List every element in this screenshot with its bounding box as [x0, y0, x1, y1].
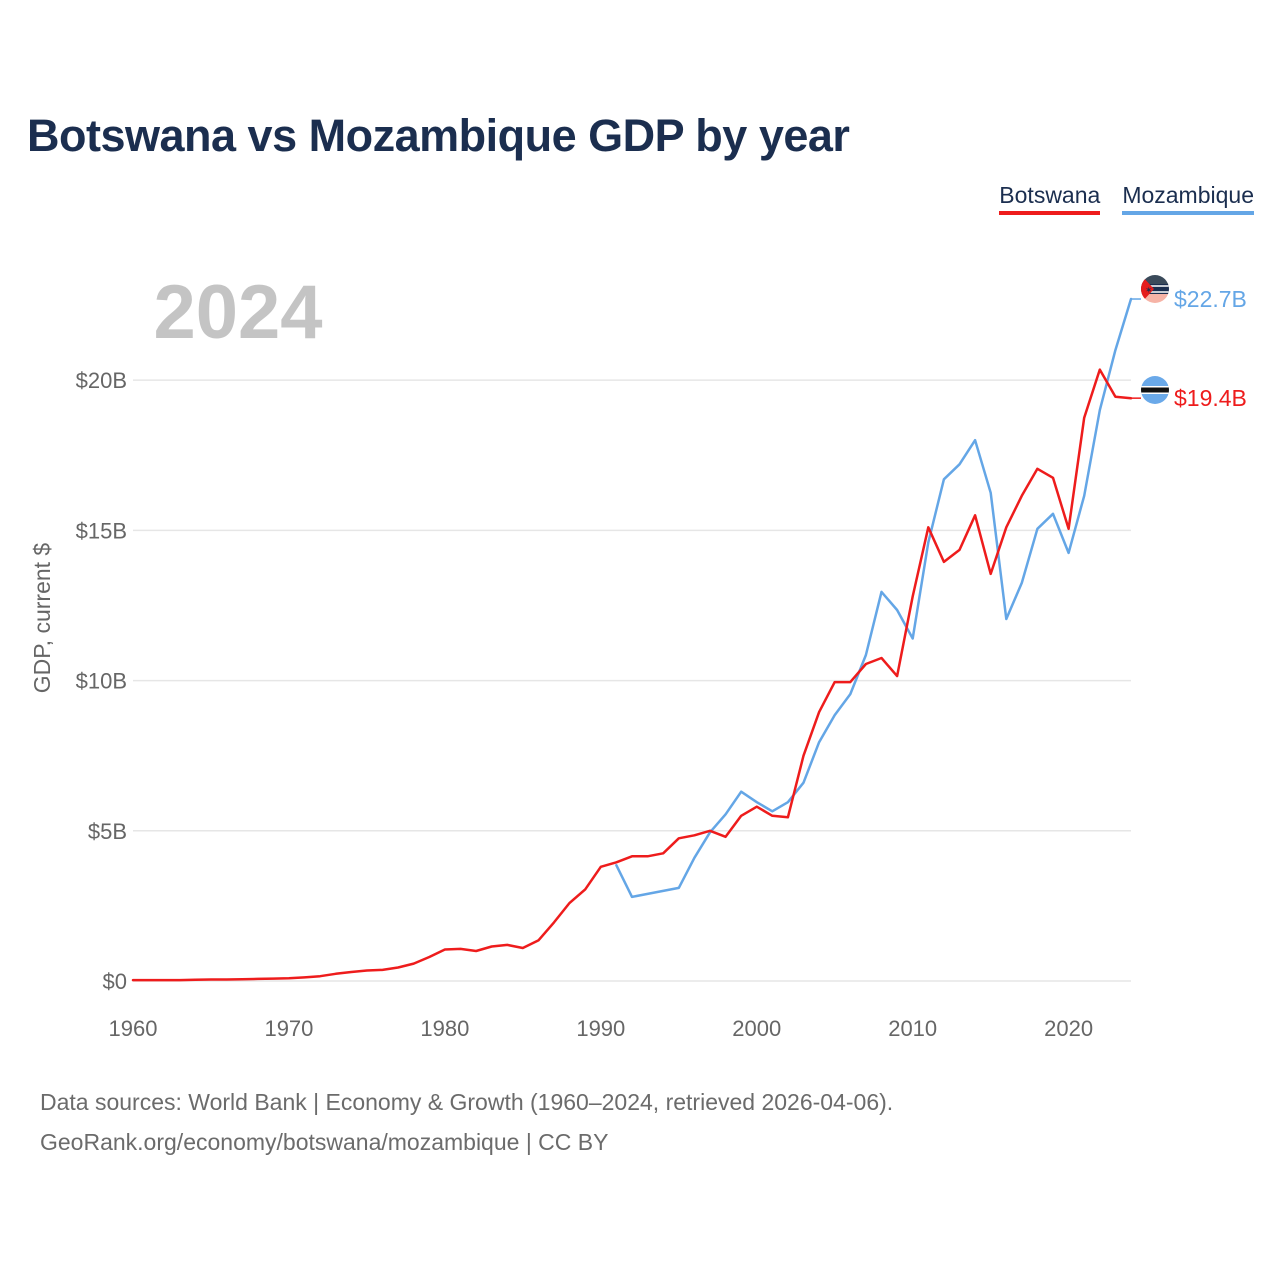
botswana-line[interactable]: [131, 368, 1133, 982]
x-tick-label: 2010: [888, 1016, 937, 1041]
source-link[interactable]: GeoRank.org/economy/botswana/mozambique …: [40, 1129, 609, 1155]
x-axis: 1960 1970 1980 1990 2000 2010 2020: [109, 1016, 1094, 1041]
legend-mozambique[interactable]: Mozambique: [1122, 182, 1254, 215]
botswana-end-value: $19.4B: [1174, 385, 1247, 411]
data-source-note: Data sources: World Bank | Economy & Gro…: [40, 1089, 894, 1115]
series-layer: [131, 297, 1141, 982]
year-watermark: 2024: [153, 270, 322, 355]
y-tick-label: $10B: [76, 669, 127, 694]
x-tick-label: 1980: [420, 1016, 469, 1041]
y-axis: $0 $5B $10B $15B $20B: [76, 368, 127, 994]
y-tick-label: $5B: [88, 819, 127, 844]
x-tick-label: 2020: [1044, 1016, 1093, 1041]
y-tick-label: $0: [103, 969, 127, 994]
x-tick-label: 1970: [264, 1016, 313, 1041]
y-tick-label: $20B: [76, 368, 127, 393]
x-tick-label: 1960: [109, 1016, 158, 1041]
legend: Botswana Mozambique: [999, 182, 1254, 215]
y-axis-title: GDP, current $: [29, 543, 55, 694]
botswana-flag-icon: [1141, 376, 1169, 404]
gdp-line-chart: 2024 $0 $5B $10B $15B $20B 1960 1970 1980 1990 2…: [29, 270, 1247, 1041]
mozambique-line[interactable]: [615, 297, 1133, 899]
x-tick-label: 2000: [732, 1016, 781, 1041]
y-tick-label: $15B: [76, 518, 127, 543]
x-tick-label: 1990: [576, 1016, 625, 1041]
footer: Data sources: World Bank | Economy & Gro…: [40, 1082, 893, 1162]
mozambique-end-value: $22.7B: [1174, 286, 1247, 312]
chart-title: Botswana vs Mozambique GDP by year: [27, 110, 850, 161]
legend-botswana[interactable]: Botswana: [999, 182, 1101, 215]
svg-text:✶: ✶: [1145, 286, 1153, 296]
grid-lines: [133, 379, 1131, 982]
mozambique-flag-icon: ✶: [1141, 275, 1169, 303]
